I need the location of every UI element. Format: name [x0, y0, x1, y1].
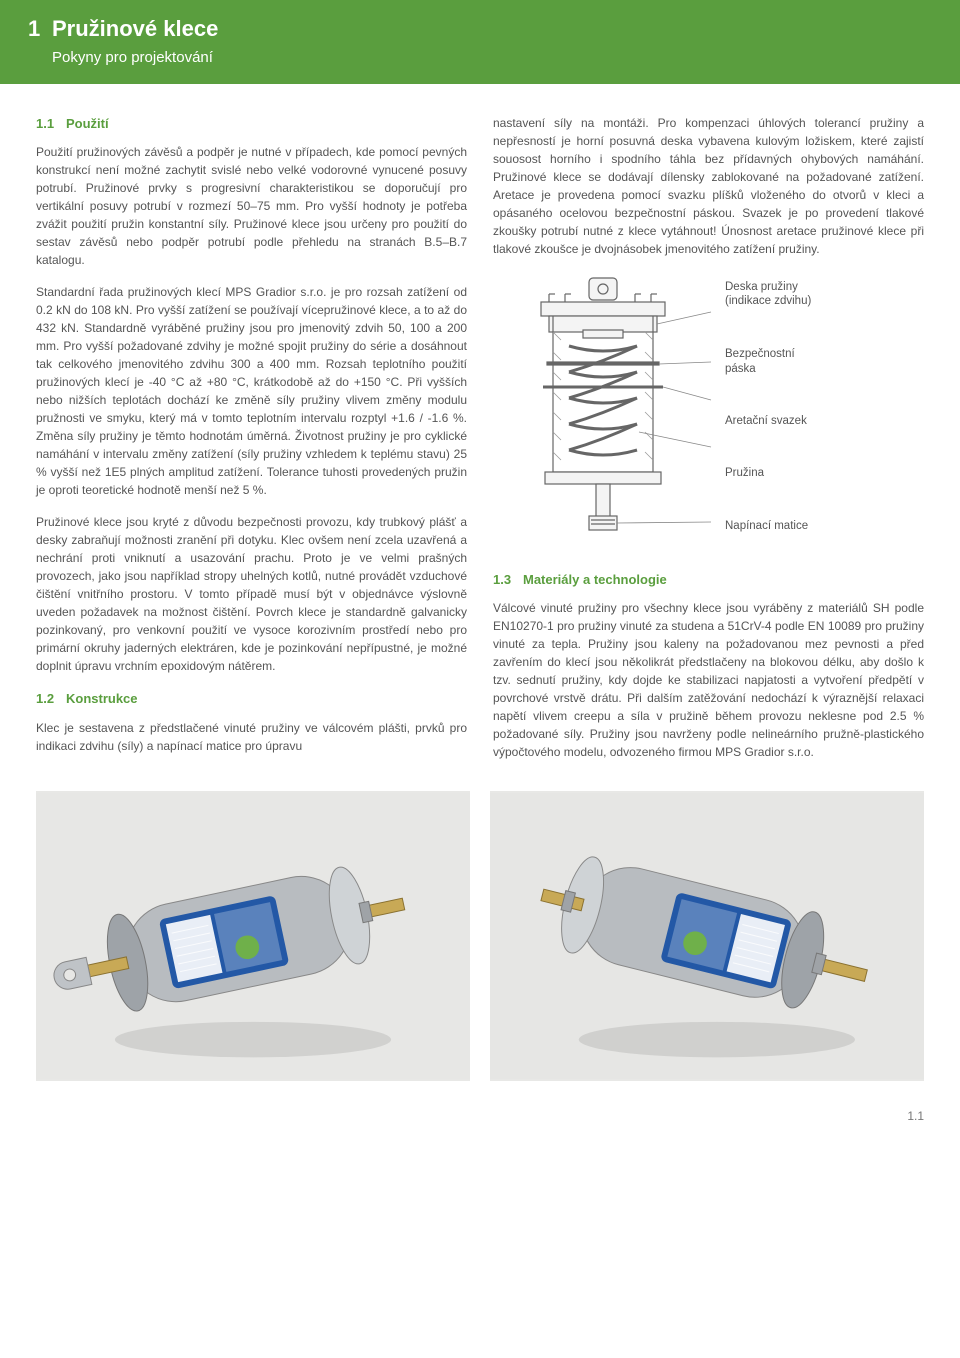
page-footer: 1.1	[0, 1101, 960, 1143]
section-1-3-heading: 1.3Materiály a technologie	[493, 570, 924, 590]
page-number: 1.1	[907, 1109, 924, 1123]
product-photo-left	[36, 791, 470, 1081]
product-photos-row	[0, 791, 960, 1101]
paragraph: Pružinové klece jsou kryté z důvodu bezp…	[36, 513, 467, 675]
diagram-labels: Deska pružiny (indikace zdvihu) Bezpečno…	[725, 272, 924, 542]
page-content: 1.1Použití Použití pružinových závěsů a …	[0, 84, 960, 782]
section-1-2-heading: 1.2Konstrukce	[36, 689, 467, 709]
label-plate: Deska pružiny (indikace zdvihu)	[725, 280, 924, 310]
section-number: 1.2	[36, 689, 66, 709]
spring-cage-photo-illustration	[36, 791, 470, 1081]
doc-header: 1Pružinové klece Pokyny pro projektování	[0, 0, 960, 84]
spring-cage-diagram-block: Deska pružiny (indikace zdvihu) Bezpečno…	[493, 272, 924, 552]
paragraph: nastavení síly na montáži. Pro kompenzac…	[493, 114, 924, 258]
label-nut: Napínací matice	[725, 519, 924, 534]
section-title: Materiály a technologie	[523, 572, 667, 587]
paragraph: Válcové vinuté pružiny pro všechny klece…	[493, 599, 924, 761]
section-number: 1.1	[36, 114, 66, 134]
spring-cage-photo-illustration	[490, 791, 924, 1081]
section-number: 1.3	[493, 570, 523, 590]
paragraph: Standardní řada pružinových klecí MPS Gr…	[36, 283, 467, 499]
section-title: Použití	[66, 116, 109, 131]
label-aretation: Aretační svazek	[725, 414, 924, 429]
label-band: Bezpečnostní páska	[725, 347, 924, 377]
left-column: 1.1Použití Použití pružinových závěsů a …	[36, 114, 467, 762]
section-title: Konstrukce	[66, 691, 138, 706]
two-column-layout: 1.1Použití Použití pružinových závěsů a …	[36, 114, 924, 762]
spring-cage-diagram	[493, 272, 713, 552]
paragraph: Klec je sestavena z předstlačené vinuté …	[36, 719, 467, 755]
right-column: nastavení síly na montáži. Pro kompenzac…	[493, 114, 924, 762]
section-1-1-heading: 1.1Použití	[36, 114, 467, 134]
header-subtitle: Pokyny pro projektování	[52, 47, 940, 70]
label-spring: Pružina	[725, 466, 924, 481]
header-number: 1	[28, 12, 52, 45]
paragraph: Použití pružinových závěsů a podpěr je n…	[36, 143, 467, 269]
header-title: 1Pružinové klece	[28, 12, 940, 45]
product-photo-right	[490, 791, 924, 1081]
header-title-text: Pružinové klece	[52, 16, 218, 41]
